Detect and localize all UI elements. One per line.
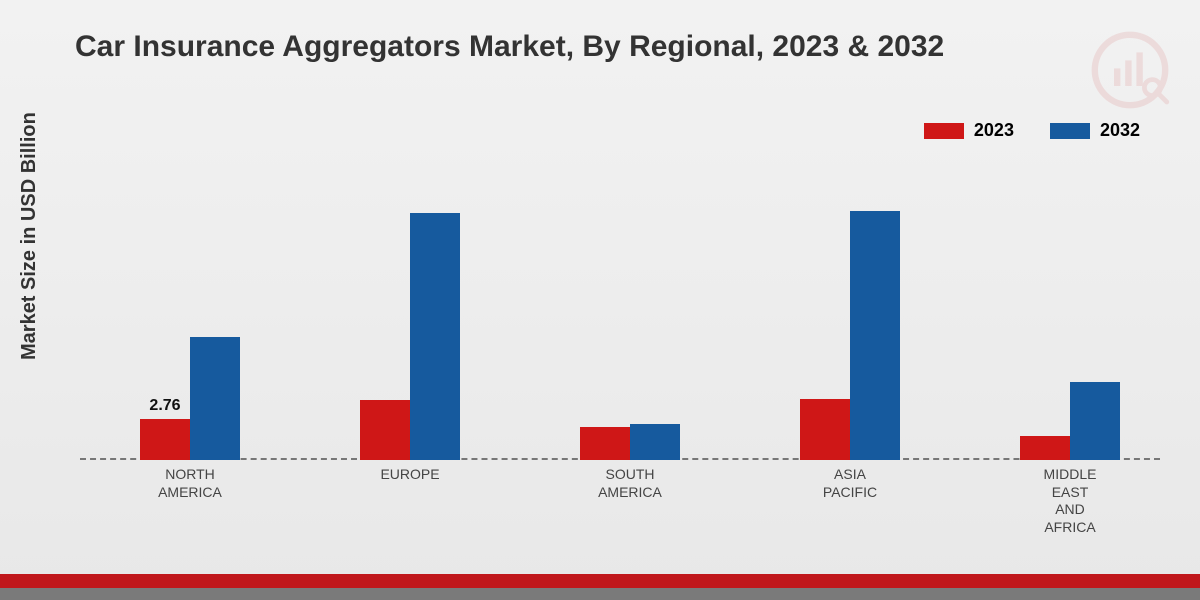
footer-under-bar bbox=[0, 588, 1200, 600]
x-axis-category-label: SOUTH AMERICA bbox=[550, 466, 710, 501]
watermark-logo bbox=[1090, 30, 1170, 110]
bar bbox=[140, 419, 190, 460]
legend-label-2023: 2023 bbox=[974, 120, 1014, 141]
bar-group bbox=[550, 424, 710, 460]
legend-item-2023: 2023 bbox=[924, 120, 1014, 141]
chart-title: Car Insurance Aggregators Market, By Reg… bbox=[75, 30, 944, 64]
x-axis-labels: NORTH AMERICA EUROPE SOUTH AMERICA ASIA PAC… bbox=[80, 466, 1160, 556]
bar bbox=[800, 399, 850, 461]
footer-accent-bar bbox=[0, 574, 1200, 588]
legend-label-2032: 2032 bbox=[1100, 120, 1140, 141]
bar bbox=[1070, 382, 1120, 460]
bar-group bbox=[990, 382, 1150, 460]
bar bbox=[1020, 436, 1070, 460]
bar bbox=[410, 213, 460, 461]
bar bbox=[190, 337, 240, 460]
legend-swatch-2023 bbox=[924, 123, 964, 139]
y-axis-label: Market Size in USD Billion bbox=[18, 112, 41, 360]
x-axis-category-label: ASIA PACIFIC bbox=[770, 466, 930, 501]
plot-area: 2.76 bbox=[80, 160, 1160, 460]
bar bbox=[580, 427, 630, 460]
x-axis-category-label: EUROPE bbox=[330, 466, 490, 484]
value-label: 2.76 bbox=[149, 397, 180, 415]
x-axis-category-label: MIDDLE EAST AND AFRICA bbox=[990, 466, 1150, 536]
legend-item-2032: 2032 bbox=[1050, 120, 1140, 141]
bar-group bbox=[110, 337, 270, 460]
bar-group bbox=[330, 213, 490, 461]
bar-group bbox=[770, 211, 930, 460]
bar bbox=[360, 400, 410, 460]
legend-swatch-2032 bbox=[1050, 123, 1090, 139]
x-axis-category-label: NORTH AMERICA bbox=[110, 466, 270, 501]
bar bbox=[850, 211, 900, 460]
bar bbox=[630, 424, 680, 460]
legend: 2023 2032 bbox=[924, 120, 1140, 141]
